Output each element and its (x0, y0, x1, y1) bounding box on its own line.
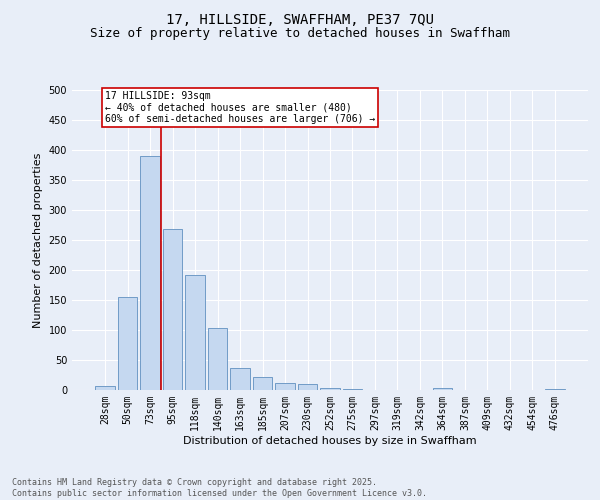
Bar (118, 297, 137, 390)
Bar (95, 386, 115, 390)
Bar (163, 229, 182, 390)
Bar (185, 276, 205, 390)
X-axis label: Distribution of detached houses by size in Swaffham: Distribution of detached houses by size … (183, 436, 477, 446)
Bar (433, 388, 452, 390)
Bar (140, 156, 160, 390)
Text: 17 HILLSIDE: 93sqm
← 40% of detached houses are smaller (480)
60% of semi-detach: 17 HILLSIDE: 93sqm ← 40% of detached hou… (105, 91, 375, 124)
Text: Contains HM Land Registry data © Crown copyright and database right 2025.
Contai: Contains HM Land Registry data © Crown c… (12, 478, 427, 498)
Bar (208, 328, 227, 390)
Bar (275, 384, 295, 390)
Bar (343, 389, 362, 390)
Bar (545, 389, 565, 390)
Bar (320, 388, 340, 390)
Text: Size of property relative to detached houses in Swaffham: Size of property relative to detached ho… (90, 28, 510, 40)
Bar (230, 368, 250, 390)
Bar (253, 377, 272, 390)
Text: 17, HILLSIDE, SWAFFHAM, PE37 7QU: 17, HILLSIDE, SWAFFHAM, PE37 7QU (166, 12, 434, 26)
Y-axis label: Number of detached properties: Number of detached properties (33, 152, 43, 328)
Bar (298, 384, 317, 390)
